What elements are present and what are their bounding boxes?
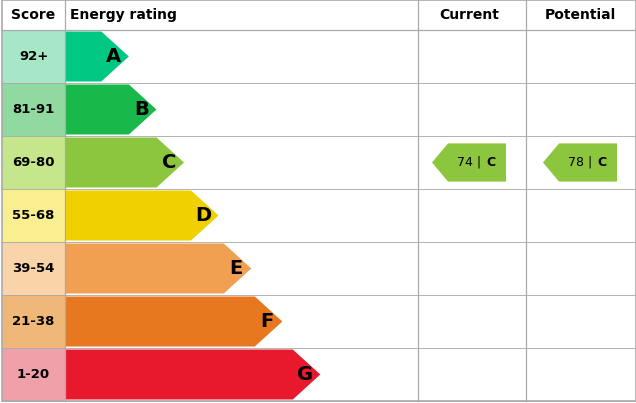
Bar [2,295,65,348]
Polygon shape [65,191,219,241]
Bar [2,136,65,189]
Text: 1-20: 1-20 [17,368,50,381]
Text: Potential: Potential [544,8,616,22]
Text: 78 |: 78 | [569,156,597,169]
Bar [2,189,65,242]
Text: A: A [106,47,121,66]
Text: 92+: 92+ [19,50,48,63]
Text: B: B [134,100,149,119]
Bar [2,242,65,295]
Polygon shape [65,31,129,81]
Text: C: C [162,153,176,172]
Text: Current: Current [439,8,499,22]
Polygon shape [543,143,617,182]
Text: G: G [297,365,314,384]
Text: 39-54: 39-54 [12,262,55,275]
Text: F: F [261,312,274,331]
Bar [2,83,65,136]
Polygon shape [65,243,251,293]
Text: 81-91: 81-91 [12,103,55,116]
Text: 55-68: 55-68 [12,209,55,222]
Bar [2,30,65,83]
Bar [2,348,65,401]
Text: Energy rating: Energy rating [70,8,177,22]
Text: E: E [230,259,243,278]
Polygon shape [65,297,282,347]
Polygon shape [65,85,156,135]
Text: 21-38: 21-38 [12,315,55,328]
Polygon shape [65,137,184,187]
Polygon shape [65,349,321,399]
Text: D: D [195,206,211,225]
Text: Score: Score [11,8,55,22]
Text: C: C [598,156,607,169]
Polygon shape [432,143,506,182]
Text: 74 |: 74 | [457,156,485,169]
Text: C: C [487,156,496,169]
Text: 69-80: 69-80 [12,156,55,169]
